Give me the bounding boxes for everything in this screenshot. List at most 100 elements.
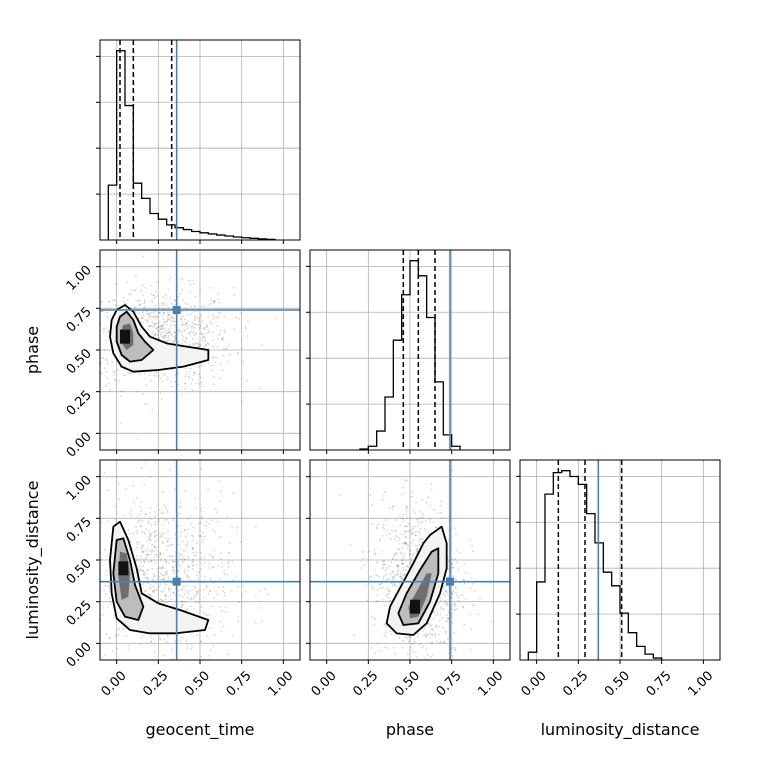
sample-point [149, 595, 152, 598]
sample-point [163, 602, 165, 605]
sample-point [427, 496, 430, 499]
sample-point [227, 360, 230, 363]
sample-point [173, 488, 176, 490]
sample-point [215, 356, 217, 359]
sample-point [407, 566, 410, 569]
sample-point [199, 521, 202, 524]
sample-point [151, 567, 154, 570]
sample-point [394, 529, 397, 532]
sample-point [237, 616, 240, 619]
sample-point [370, 523, 373, 526]
sample-point [137, 558, 140, 561]
sample-point [202, 539, 205, 542]
sample-point [451, 647, 454, 649]
sample-point [206, 323, 209, 326]
sample-point [149, 507, 152, 510]
sample-point [234, 575, 237, 578]
sample-point [391, 576, 394, 579]
sample-point [398, 542, 401, 545]
sample-point [154, 545, 156, 548]
sample-point [395, 551, 398, 554]
sample-point [165, 571, 168, 574]
sample-point [108, 586, 111, 588]
sample-point [218, 480, 221, 483]
sample-point [203, 596, 206, 599]
sample-point [199, 314, 202, 317]
sample-point [88, 495, 90, 497]
sample-point [109, 637, 111, 640]
sample-point [151, 301, 154, 304]
sample-point [161, 566, 164, 568]
sample-point [450, 563, 453, 565]
panel-phase-phase [306, 249, 511, 451]
sample-point [48, 560, 50, 562]
sample-point [401, 559, 404, 562]
sample-point [368, 576, 371, 579]
sample-point [102, 357, 105, 360]
sample-point [150, 293, 153, 296]
sample-point [254, 526, 257, 528]
sample-point [197, 344, 200, 347]
sample-point [212, 529, 215, 532]
sample-point [404, 541, 406, 544]
sample-point [61, 360, 63, 362]
sample-point [158, 311, 161, 314]
sample-point [393, 554, 396, 557]
sample-point [386, 567, 388, 569]
sample-point [167, 314, 170, 316]
sample-point [451, 622, 454, 625]
sample-point [188, 566, 191, 569]
sample-point [157, 336, 160, 339]
x-tick-label: 0.75 [434, 668, 465, 699]
sample-point [181, 321, 184, 324]
sample-point [113, 614, 116, 617]
sample-point [417, 524, 420, 527]
sample-point [135, 299, 138, 302]
density-geocent_time-phase [61, 255, 277, 440]
sample-point [189, 383, 192, 385]
sample-point [339, 494, 342, 497]
sample-point [378, 537, 381, 540]
sample-point [377, 599, 380, 602]
sample-point [178, 512, 181, 515]
sample-point [94, 331, 96, 333]
sample-point [167, 575, 170, 578]
sample-point [451, 616, 453, 619]
sample-point [430, 483, 432, 485]
sample-point [143, 306, 146, 309]
sample-point [192, 331, 195, 334]
sample-point [454, 586, 457, 589]
sample-point [469, 538, 472, 541]
sample-point [169, 554, 171, 557]
sample-point [95, 361, 97, 363]
sample-point [87, 339, 89, 341]
sample-point [217, 564, 220, 567]
sample-point [418, 705, 420, 707]
sample-point [150, 315, 153, 318]
sample-point [361, 557, 364, 560]
sample-point [160, 328, 162, 331]
sample-point [429, 504, 432, 507]
sample-point [226, 562, 229, 565]
sample-point [419, 528, 422, 530]
sample-point [409, 646, 412, 649]
sample-point [156, 522, 159, 525]
sample-point [141, 550, 144, 553]
sample-point [153, 515, 156, 518]
sample-point [440, 608, 443, 610]
sample-point [411, 527, 414, 530]
sample-point [154, 546, 156, 549]
sample-point [167, 332, 170, 334]
sample-point [102, 613, 105, 616]
sample-point [164, 294, 167, 296]
sample-point [171, 333, 173, 335]
sample-point [238, 601, 241, 604]
sample-point [373, 623, 376, 626]
sample-point [153, 550, 155, 553]
sample-point [195, 324, 198, 326]
sample-point [161, 328, 164, 331]
sample-point [240, 312, 243, 315]
sample-point [395, 535, 398, 537]
sample-point [103, 331, 105, 334]
sample-point [152, 294, 155, 297]
